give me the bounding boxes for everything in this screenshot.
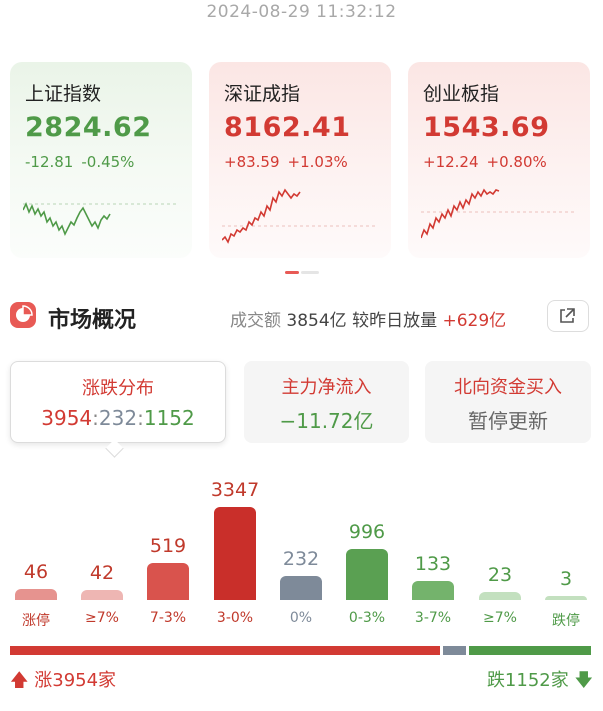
index-value: 2824.62 [25, 112, 152, 143]
tab-title: 主力净流入 [281, 377, 372, 398]
tab-value: −11.72亿 [279, 409, 374, 433]
turnover-summary: 成交额 3854亿 较昨日放量 +629亿 [230, 306, 506, 331]
chart-data-label: 519 [149, 535, 187, 558]
arrow-up-icon: 🡅 [10, 670, 29, 691]
share-button[interactable] [547, 300, 589, 332]
index-sparkline [222, 188, 377, 244]
index-value: 1543.69 [423, 112, 550, 143]
tab-title: 涨跌分布 [82, 378, 154, 399]
chart-data-label: 46 [23, 561, 49, 584]
indicator-active [285, 271, 299, 274]
ratio-flat-segment [443, 646, 466, 655]
ratio-down-segment [468, 646, 591, 655]
chart-data-label: 3347 [210, 479, 260, 501]
volume-compare-label: 较昨日放量 [352, 311, 438, 331]
index-name: 创业板指 [423, 83, 500, 105]
flat-count: 232 [98, 406, 138, 430]
tab-northbound-funds[interactable]: 北向资金买入 暂停更新 [425, 361, 591, 443]
chart-category-label: 3-0% [216, 610, 254, 626]
total-down: 跌1152家 🡇 [487, 666, 593, 698]
index-change: +83.59 [224, 153, 280, 171]
chart-data-label: 996 [348, 521, 386, 544]
chart-bar [147, 563, 189, 600]
chart-category-label: 跌停 [552, 613, 580, 629]
tab-value: 暂停更新 [468, 409, 548, 433]
index-change: -12.81 [25, 153, 74, 171]
timestamp: 2024-08-29 11:32:12 [206, 2, 397, 22]
chart-data-label: 23 [487, 564, 513, 587]
chart-category-label: 涨停 [22, 613, 50, 629]
tab-value: 3954:232:1152 [41, 406, 195, 430]
chart-data-label: 42 [89, 561, 115, 584]
chart-category-label: ≥7% [483, 610, 517, 626]
index-pct: +1.03% [287, 153, 348, 171]
down-count: 1152 [143, 406, 195, 430]
chart-bar [214, 507, 256, 600]
chart-data-label: 3 [559, 568, 573, 590]
chart-bar [346, 549, 388, 600]
index-change: +12.24 [423, 153, 479, 171]
chart-bar [412, 581, 454, 600]
chart-bar [280, 575, 322, 600]
chart-data-label: 232 [282, 547, 320, 570]
turnover-value: 3854亿 [286, 311, 347, 331]
pie-chart-icon [10, 302, 36, 328]
up-count: 3954 [41, 406, 93, 430]
chart-category-label: 0% [289, 610, 313, 626]
total-up: 🡅 涨3954家 [10, 666, 116, 698]
chart-bar [545, 596, 587, 600]
index-card-shanghai[interactable]: 上证指数 2824.62 -12.81 -0.45% [10, 62, 192, 258]
index-pct: -0.45% [81, 153, 135, 171]
chart-bar [479, 592, 521, 600]
chart-data-label: 133 [414, 553, 452, 576]
turnover-label: 成交额 [230, 311, 281, 331]
section-title: 市场概况 [48, 308, 137, 333]
volume-compare-value: +629亿 [442, 311, 507, 331]
tab-title: 北向资金买入 [454, 377, 562, 398]
tab-rise-fall-distribution[interactable]: 涨跌分布 3954:232:1152 [10, 361, 226, 443]
share-icon [560, 308, 575, 323]
carousel-indicator [285, 271, 319, 290]
index-card-shenzhen[interactable]: 深证成指 8162.41 +83.59 +1.03% [209, 62, 391, 258]
index-sparkline [23, 202, 178, 236]
index-card-chinext[interactable]: 创业板指 1543.69 +12.24 +0.80% [408, 62, 590, 258]
index-name: 深证成指 [224, 83, 301, 105]
chart-bar [81, 589, 123, 600]
total-up-text: 涨3954家 [34, 670, 117, 691]
chart-bar [15, 589, 57, 600]
index-value: 8162.41 [224, 112, 351, 143]
index-sparkline [421, 188, 576, 239]
chart-category-label: 7-3% [149, 610, 187, 626]
tab-main-net-inflow[interactable]: 主力净流入 −11.72亿 [244, 361, 409, 443]
chart-category-label: ≥7% [85, 610, 119, 626]
ratio-up-segment [10, 646, 441, 655]
index-name: 上证指数 [25, 83, 102, 105]
indicator-inactive [301, 271, 319, 274]
chart-category-label: 3-7% [414, 610, 452, 626]
total-down-text: 跌1152家 [486, 670, 569, 691]
arrow-down-icon: 🡇 [574, 670, 593, 691]
chart-category-label: 0-3% [348, 610, 386, 626]
index-pct: +0.80% [486, 153, 547, 171]
